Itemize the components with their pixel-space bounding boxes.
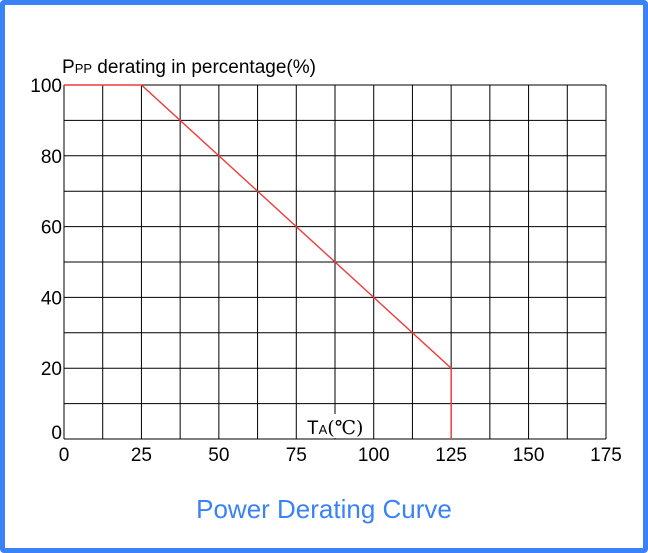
x-tick-label-150: 150 bbox=[513, 445, 545, 466]
y-tick-label-60: 60 bbox=[41, 218, 62, 239]
y-tick-label-20: 20 bbox=[41, 359, 62, 380]
tick-label-layer: 0 25 50 75 100 125 150 175 0 20 40 60 80 100 bbox=[30, 76, 622, 466]
chart-caption: Power Derating Curve bbox=[196, 494, 452, 524]
x-axis-title: TA(℃) bbox=[307, 417, 363, 439]
y-axis-title-rest: derating in percentage(%) bbox=[92, 57, 316, 78]
x-tick-label-100: 100 bbox=[358, 445, 390, 466]
x-tick-label-175: 175 bbox=[590, 445, 622, 466]
x-tick-label-25: 25 bbox=[131, 445, 152, 466]
y-tick-label-0: 0 bbox=[51, 423, 62, 444]
x-axis-title-main: T bbox=[307, 418, 319, 439]
y-axis-title-subscript: PP bbox=[75, 61, 92, 76]
curve-layer bbox=[64, 84, 452, 439]
x-tick-label-50: 50 bbox=[208, 445, 229, 466]
y-axis-title: PPP derating in percentage(%) bbox=[62, 57, 316, 78]
y-tick-label-100: 100 bbox=[30, 76, 62, 97]
y-tick-label-40: 40 bbox=[41, 288, 62, 309]
y-axis-title-main: P bbox=[62, 57, 75, 78]
x-tick-label-0: 0 bbox=[59, 445, 70, 466]
x-tick-label-75: 75 bbox=[286, 445, 307, 466]
x-axis-title-subscript: A bbox=[319, 422, 328, 437]
x-axis-title-rest: (℃) bbox=[327, 417, 363, 439]
x-axis-title-background bbox=[305, 414, 373, 438]
x-tick-label-125: 125 bbox=[435, 445, 467, 466]
y-tick-label-80: 80 bbox=[41, 147, 62, 168]
derating-curve-line-0 bbox=[64, 84, 452, 439]
grid-layer bbox=[63, 84, 607, 440]
